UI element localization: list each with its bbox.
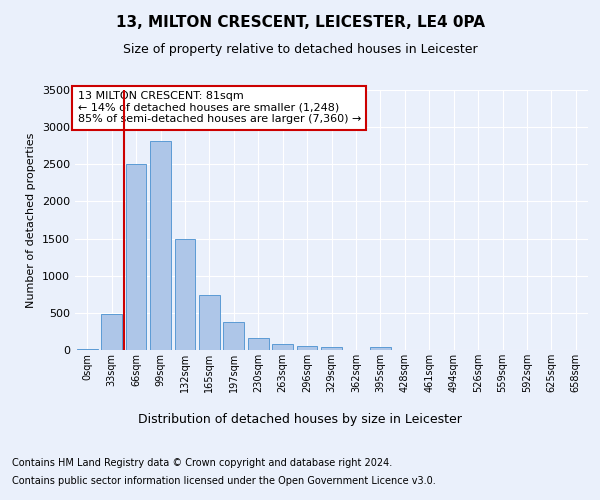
Text: 13, MILTON CRESCENT, LEICESTER, LE4 0PA: 13, MILTON CRESCENT, LEICESTER, LE4 0PA (115, 15, 485, 30)
Bar (296, 346, 317, 350)
Bar (175, 238, 196, 350)
Text: Size of property relative to detached houses in Leicester: Size of property relative to detached ho… (122, 42, 478, 56)
Text: Contains public sector information licensed under the Open Government Licence v3: Contains public sector information licen… (12, 476, 436, 486)
Text: Contains HM Land Registry data © Crown copyright and database right 2024.: Contains HM Land Registry data © Crown c… (12, 458, 392, 468)
Bar (77, 348, 98, 350)
Bar (248, 338, 269, 350)
Bar (321, 346, 342, 350)
Bar (223, 322, 244, 350)
Bar (125, 164, 146, 350)
Bar (150, 140, 171, 350)
Y-axis label: Number of detached properties: Number of detached properties (26, 132, 37, 308)
Bar (272, 344, 293, 350)
Bar (101, 314, 122, 350)
Bar (370, 347, 391, 350)
Bar (199, 295, 220, 350)
Text: Distribution of detached houses by size in Leicester: Distribution of detached houses by size … (138, 412, 462, 426)
Text: 13 MILTON CRESCENT: 81sqm
← 14% of detached houses are smaller (1,248)
85% of se: 13 MILTON CRESCENT: 81sqm ← 14% of detac… (77, 92, 361, 124)
